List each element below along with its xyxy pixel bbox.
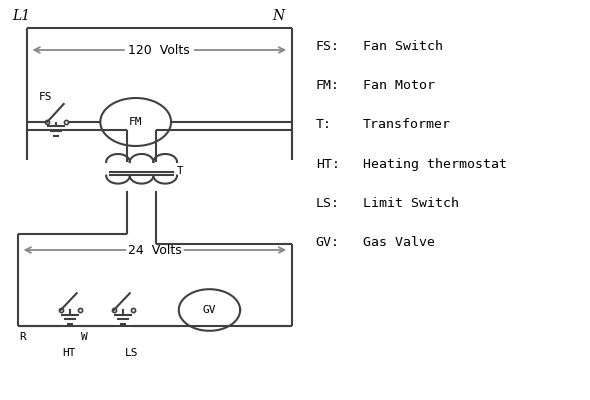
Text: LS:: LS: <box>316 197 340 210</box>
Text: GV: GV <box>203 305 216 315</box>
Text: Transformer: Transformer <box>363 118 451 132</box>
Text: HT: HT <box>62 348 76 358</box>
Text: 24  Volts: 24 Volts <box>128 244 182 256</box>
Text: T:: T: <box>316 118 332 132</box>
Text: W: W <box>81 332 87 342</box>
Text: FS:: FS: <box>316 40 340 53</box>
Text: L1: L1 <box>12 9 30 23</box>
Text: GV:: GV: <box>316 236 340 249</box>
Text: LS: LS <box>124 348 138 358</box>
Text: Heating thermostat: Heating thermostat <box>363 158 507 170</box>
Text: 120  Volts: 120 Volts <box>129 44 190 56</box>
Text: HT:: HT: <box>316 158 340 170</box>
Text: R: R <box>19 332 25 342</box>
Text: FS: FS <box>38 92 52 102</box>
Text: Gas Valve: Gas Valve <box>363 236 435 249</box>
Text: T: T <box>177 166 183 176</box>
Text: FM:: FM: <box>316 79 340 92</box>
Text: FM: FM <box>129 117 142 127</box>
Text: Fan Switch: Fan Switch <box>363 40 443 53</box>
Text: N: N <box>273 9 285 23</box>
Text: Fan Motor: Fan Motor <box>363 79 435 92</box>
Text: Limit Switch: Limit Switch <box>363 197 459 210</box>
